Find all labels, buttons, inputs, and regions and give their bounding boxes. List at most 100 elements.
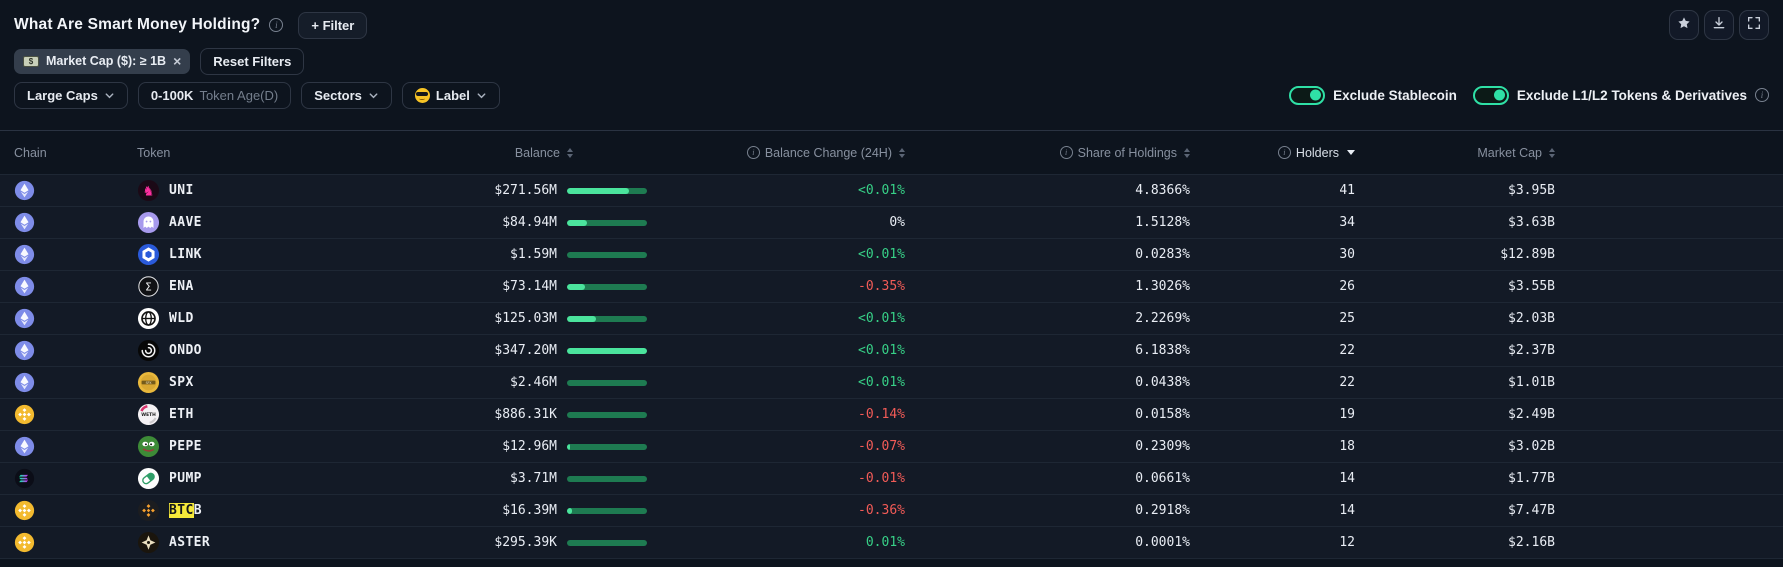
table-row[interactable]: WLD $125.03M <0.01% 2.2269% 25 $2.03B (0, 302, 1783, 334)
token-name: ONDO (169, 343, 202, 358)
market-cap-value: $2.03B (1508, 311, 1555, 326)
balance-change-value: -0.14% (858, 407, 905, 422)
market-cap-value: $1.77B (1508, 471, 1555, 486)
token-name: ENA (169, 279, 194, 294)
balance-value: $886.31K (494, 407, 557, 422)
balance-value: $2.46M (510, 375, 557, 390)
ondo-token-icon (137, 339, 160, 362)
balance-bar (567, 379, 647, 386)
table-row[interactable]: PUMP $3.71M -0.01% 0.0661% 14 $1.77B (0, 462, 1783, 494)
exclude-stablecoin-toggle[interactable] (1289, 85, 1326, 105)
holders-value: 14 (1339, 471, 1355, 486)
market-cap-value: $2.37B (1508, 343, 1555, 358)
share-of-holdings-value: 0.0283% (1135, 247, 1190, 262)
token-age-suffix: Token Age(D) (199, 87, 279, 103)
market-cap-value: $1.01B (1508, 375, 1555, 390)
link-token-icon (137, 243, 160, 266)
table-row[interactable]: BTCB $16.39M -0.36% 0.2918% 14 $7.47B (0, 494, 1783, 526)
table-row[interactable]: ASTER $295.39K 0.01% 0.0001% 12 $2.16B (0, 526, 1783, 558)
filter-chip-label: Market Cap ($): ≥ 1B (46, 54, 167, 68)
bnb-chain-icon (14, 404, 35, 425)
share-of-holdings-value: 6.1838% (1135, 343, 1190, 358)
balance-bar (567, 315, 647, 322)
exclude-l1l2-toggle[interactable] (1472, 85, 1509, 105)
share-of-holdings-info-icon[interactable]: i (1059, 146, 1073, 159)
sectors-dropdown[interactable]: Sectors (301, 81, 392, 109)
balance-change-value: -0.35% (858, 279, 905, 294)
market-cap-value: $3.55B (1508, 279, 1555, 294)
table-row[interactable]: PEPE $12.96M -0.07% 0.2309% 18 $3.02B (0, 430, 1783, 462)
token-name: LINK (169, 247, 202, 262)
spx-token-icon: SPX (137, 371, 160, 394)
holders-value: 12 (1339, 535, 1355, 550)
balance-value: $3.71M (510, 471, 557, 486)
reset-filters-button[interactable]: Reset Filters (200, 47, 305, 75)
bnb-chain-icon (14, 500, 35, 521)
active-filters-row: $ Market Cap ($): ≥ 1B × Reset Filters (0, 44, 1783, 78)
token-name: PEPE (169, 439, 202, 454)
column-header-chain: Chain (0, 146, 116, 160)
token-column-label: Token (137, 145, 171, 160)
balance-change-value: 0% (889, 215, 905, 230)
download-button[interactable] (1704, 10, 1734, 40)
table-row[interactable]: SPX SPX $2.46M <0.01% 0.0438% 22 $1.01B (0, 366, 1783, 398)
ena-token-icon: Σ (137, 275, 160, 298)
holders-value: 22 (1339, 343, 1355, 358)
column-header-market-cap[interactable]: Market Cap (1355, 146, 1555, 160)
market-cap-value: $2.49B (1508, 407, 1555, 422)
label-dropdown[interactable]: Label (401, 81, 500, 109)
controls-row: Large Caps 0-100K Token Age(D) Sectors L… (0, 78, 1783, 112)
holders-value: 30 (1339, 247, 1355, 262)
favorite-button[interactable] (1669, 10, 1699, 40)
fullscreen-button[interactable] (1739, 10, 1769, 40)
filter-chip-market-cap[interactable]: $ Market Cap ($): ≥ 1B × (14, 48, 191, 74)
token-name-search-highlight: BTC (169, 503, 194, 518)
ethereum-chain-icon (14, 180, 35, 201)
ethereum-chain-icon (14, 436, 35, 457)
exclude-l1l2-info-icon[interactable]: i (1755, 88, 1769, 102)
column-header-holders[interactable]: i Holders (1190, 146, 1355, 160)
market-cap-dropdown[interactable]: Large Caps (14, 81, 128, 109)
table-row[interactable]: Σ ENA $73.14M -0.35% 1.3026% 26 $3.55B (0, 270, 1783, 302)
token-name: SPX (169, 375, 194, 390)
share-of-holdings-value: 0.2309% (1135, 439, 1190, 454)
chain-column-label: Chain (14, 145, 47, 160)
balance-change-info-icon[interactable]: i (746, 146, 760, 159)
btcb-token-icon (137, 499, 160, 522)
holders-info-icon[interactable]: i (1277, 146, 1291, 159)
pump-token-icon (137, 467, 160, 490)
balance-bar-fill (567, 283, 585, 290)
svg-text:WETH: WETH (141, 412, 156, 418)
title-info-icon[interactable]: i (269, 18, 284, 32)
table-row[interactable]: AAVE $84.94M 0% 1.5128% 34 $3.63B (0, 206, 1783, 238)
ethereum-chain-icon (14, 244, 35, 265)
table-row[interactable]: ONDO $347.20M <0.01% 6.1838% 22 $2.37B (0, 334, 1783, 366)
market-cap-value: $3.95B (1508, 183, 1555, 198)
balance-bar (567, 475, 647, 482)
holders-value: 41 (1339, 183, 1355, 198)
column-header-balance-change[interactable]: i Balance Change (24H) (657, 146, 905, 160)
holders-value: 22 (1339, 375, 1355, 390)
holders-value: 25 (1339, 311, 1355, 326)
svg-text:♞: ♞ (142, 184, 154, 199)
market-cap-value: $2.16B (1508, 535, 1555, 550)
share-of-holdings-value: 4.8366% (1135, 183, 1190, 198)
share-of-holdings-value: 0.2918% (1135, 503, 1190, 518)
balance-bar (567, 539, 647, 546)
column-header-balance[interactable]: Balance (431, 146, 657, 160)
holders-value: 34 (1339, 215, 1355, 230)
chip-close-icon[interactable]: × (173, 53, 182, 69)
aster-token-icon (137, 531, 160, 554)
token-name: AAVE (169, 215, 202, 230)
table-row[interactable]: WETH ETH $886.31K -0.14% 0.0158% 19 $2.4… (0, 398, 1783, 430)
table-row[interactable]: LINK $1.59M <0.01% 0.0283% 30 $12.89B (0, 238, 1783, 270)
token-age-filter[interactable]: 0-100K Token Age(D) (137, 81, 292, 109)
table-row[interactable]: ♞ UNI $271.56M <0.01% 4.8366% 41 $3.95B (0, 174, 1783, 206)
column-header-share-of-holdings[interactable]: i Share of Holdings (905, 146, 1190, 160)
token-name: ETH (169, 407, 194, 422)
share-of-holdings-value: 0.0001% (1135, 535, 1190, 550)
share-of-holdings-value: 1.5128% (1135, 215, 1190, 230)
share-of-holdings-value: 0.0438% (1135, 375, 1190, 390)
add-filter-button[interactable]: + Filter (298, 11, 368, 39)
table-body: ♞ UNI $271.56M <0.01% 4.8366% 41 $3.95B … (0, 174, 1783, 559)
